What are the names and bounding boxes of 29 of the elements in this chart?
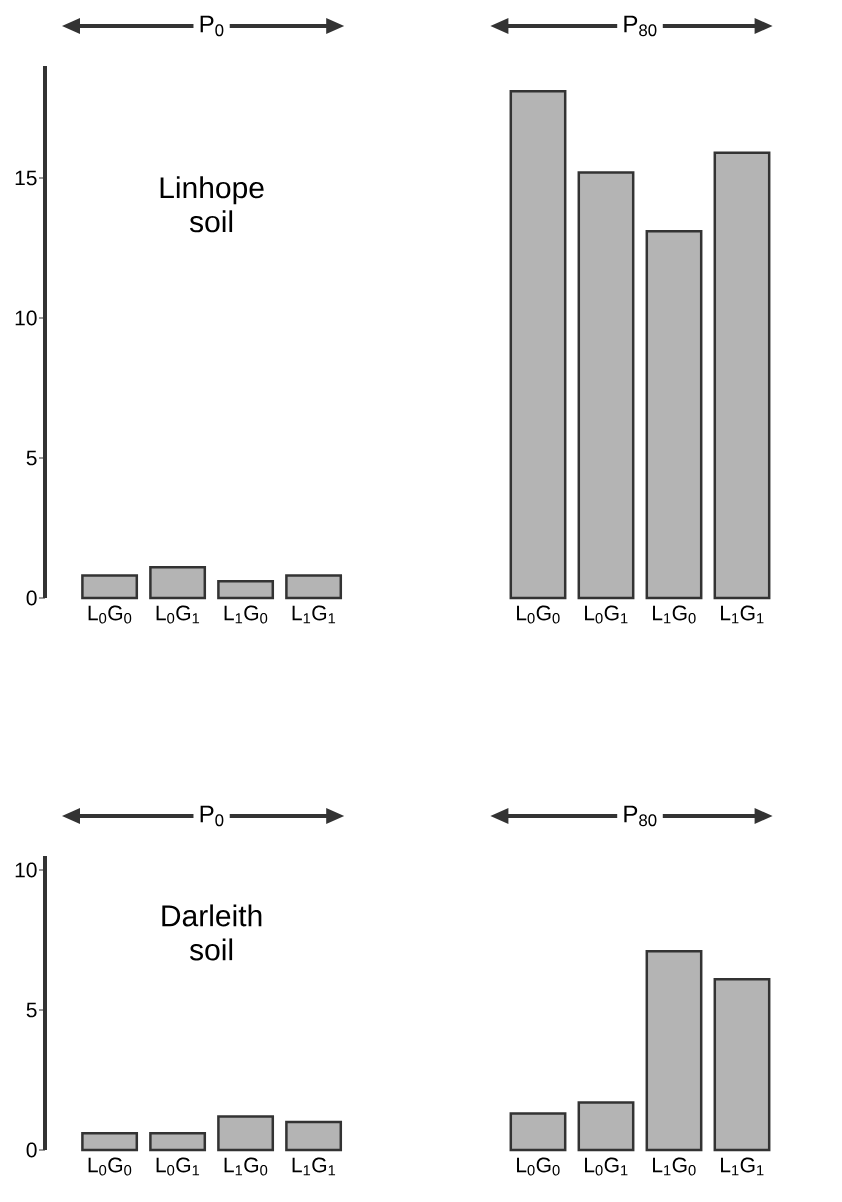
x-tick-label: L$_{0}$G$_{0}$ bbox=[517, 605, 560, 624]
x-tick-label: L$_{0}$G$_{0}$ bbox=[517, 1157, 560, 1176]
x-tick-label: L$_{0}$G$_{0}$ bbox=[88, 605, 132, 624]
text: P$_{0}$ bbox=[200, 15, 224, 37]
x-tick-label: L$_{0}$G$_{1}$ bbox=[585, 1157, 628, 1176]
x-tick-label: L$_{1}$G$_{0}$ bbox=[653, 605, 696, 624]
y-tick-label: 15 bbox=[15, 170, 37, 186]
y-tick-label: 5 bbox=[26, 450, 37, 466]
x-tick-label: L$_{0}$G$_{0}$ bbox=[88, 1157, 132, 1176]
annotation: Linhope soil bbox=[160, 176, 264, 233]
x-tick-label: L$_{1}$G$_{0}$ bbox=[224, 1157, 268, 1176]
y-tick-label: 0 bbox=[26, 590, 37, 606]
x-tick-label: L$_{1}$G$_{1}$ bbox=[292, 1157, 336, 1176]
y-tick-label: 10 bbox=[15, 310, 37, 326]
y-tick-label: 10 bbox=[15, 862, 37, 878]
x-tick-label: L$_{0}$G$_{1}$ bbox=[156, 605, 200, 624]
x-tick-label: L$_{0}$G$_{1}$ bbox=[585, 605, 628, 624]
x-tick-label: L$_{1}$G$_{1}$ bbox=[721, 1157, 764, 1176]
x-tick-label: L$_{1}$G$_{0}$ bbox=[224, 605, 268, 624]
x-tick-label: L$_{1}$G$_{1}$ bbox=[292, 605, 336, 624]
y-tick-label: 5 bbox=[26, 1002, 37, 1018]
y-tick-label: 0 bbox=[26, 1142, 37, 1158]
text: P$_{80}$ bbox=[624, 15, 657, 37]
annotation: Darleith soil bbox=[162, 904, 262, 961]
text: P$_{80}$ bbox=[624, 805, 657, 827]
x-tick-label: L$_{1}$G$_{0}$ bbox=[653, 1157, 696, 1176]
x-tick-label: L$_{1}$G$_{1}$ bbox=[721, 605, 764, 624]
x-tick-label: L$_{0}$G$_{1}$ bbox=[156, 1157, 200, 1176]
text: P$_{0}$ bbox=[200, 805, 224, 827]
